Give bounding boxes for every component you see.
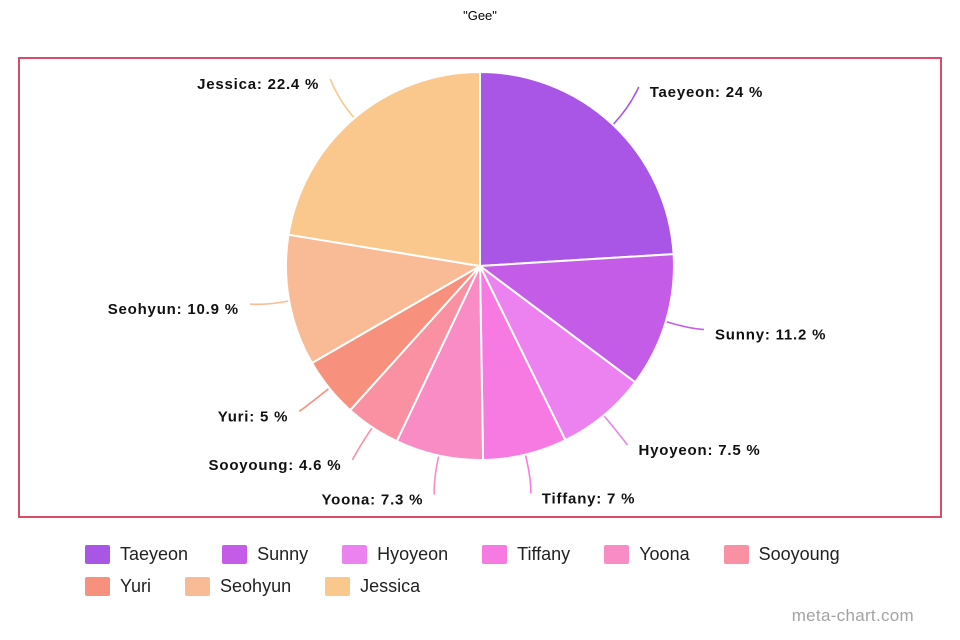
slice-label-sooyoung: Sooyoung: 4.6 % (209, 457, 342, 474)
legend-item-seohyun: Seohyun (185, 576, 291, 597)
legend-swatch-yoona (604, 545, 630, 564)
leader-line-tiffany (524, 455, 532, 494)
legend-label: Taeyeon (120, 544, 189, 564)
leader-line-taeyeon (613, 86, 640, 125)
slice-label-tiffany: Tiffany: 7 % (542, 490, 636, 507)
legend-swatch-taeyeon (85, 545, 110, 564)
legend-item-yuri: Yuri (85, 576, 151, 597)
legend-item-taeyeon: Taeyeon (85, 544, 188, 565)
legend-label: Seohyun (220, 576, 292, 596)
legend-swatch-sooyoung (723, 545, 749, 564)
legend-swatch-hyoyeon (342, 545, 368, 564)
pie-slice-sunny (479, 253, 675, 384)
legend-label: Sunny (257, 544, 309, 564)
legend-swatch-tiffany (482, 545, 508, 564)
legend-item-hyoyeon: Hyoyeon (342, 544, 448, 565)
legend-swatch-seohyun (185, 577, 211, 596)
pie-slice-seohyun (284, 233, 481, 364)
leader-line-jessica (329, 78, 355, 118)
slice-label-hyoyeon: Hyoyeon: 7.5 % (639, 442, 761, 459)
legend-item-tiffany: Tiffany (482, 544, 570, 565)
legend-label: Jessica (360, 576, 421, 596)
leader-line-hyoyeon (603, 415, 629, 446)
leader-line-yoona (433, 456, 440, 495)
legend-label: Tiffany (517, 544, 571, 564)
leader-line-seohyun (249, 300, 289, 306)
chart-frame: Taeyeon: 24 % Sunny: 11.2 % Hyoyeon: 7.5 %… (18, 57, 942, 518)
pie-chart: Taeyeon: 24 % Sunny: 11.2 % Hyoyeon: 7.5 %… (108, 71, 826, 509)
legend-swatch-jessica (325, 577, 351, 596)
slice-label-taeyeon: Taeyeon: 24 % (650, 84, 764, 101)
leader-line-yuri (298, 388, 330, 413)
legend-label: Hyoyeon (377, 544, 449, 564)
legend-item-jessica: Jessica (325, 576, 420, 597)
leader-line-sunny (666, 321, 705, 331)
legend-item-yoona: Yoona (604, 544, 690, 565)
legend-label: Yuri (120, 576, 152, 596)
legend-item-sooyoung: Sooyoung (723, 544, 840, 565)
legend-label: Yoona (639, 544, 690, 564)
slice-label-seohyun: Seohyun: 10.9 % (108, 301, 239, 318)
leader-line-sooyoung (351, 427, 373, 461)
pie-slice-jessica (287, 71, 481, 267)
legend-row: Taeyeon Sunny Hyoyeon Tiffany Yoona Sooyoung (85, 544, 925, 565)
slice-label-jessica: Jessica: 22.4 % (197, 76, 319, 93)
slice-label-yoona: Yoona: 7.3 % (321, 492, 423, 509)
legend: Taeyeon Sunny Hyoyeon Tiffany Yoona Sooyoung Y… (85, 544, 925, 608)
chart-title: "Gee" (463, 8, 497, 23)
legend-row: Yuri Seohyun Jessica (85, 576, 925, 597)
legend-item-sunny: Sunny (222, 544, 308, 565)
legend-label: Sooyoung (758, 544, 840, 564)
legend-swatch-yuri (85, 577, 110, 596)
slice-label-sunny: Sunny: 11.2 % (715, 327, 826, 344)
slice-label-yuri: Yuri: 5 % (218, 408, 289, 425)
pie-slice-taeyeon (479, 71, 675, 267)
legend-swatch-sunny (222, 545, 248, 564)
watermark-link: meta-chart.com (791, 606, 914, 625)
